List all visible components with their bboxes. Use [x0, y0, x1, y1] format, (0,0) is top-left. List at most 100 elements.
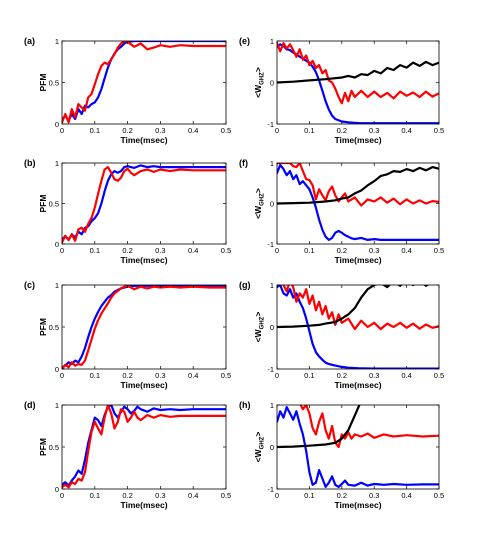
- x-tick-label: 0.4: [401, 371, 411, 380]
- y-tick-label: 1: [55, 281, 59, 290]
- panel-label: (b): [24, 158, 36, 168]
- x-tick-label: 0.3: [155, 246, 165, 255]
- y-axis-label-main: PFM: [38, 74, 48, 92]
- series-line-2: [62, 285, 226, 369]
- y-axis-label-subscript: GHZ: [260, 193, 266, 206]
- y-axis-label: PFM: [38, 318, 48, 336]
- y-axis-label: <WGHZ>: [253, 432, 266, 463]
- y-axis-label: <WGHZ>: [253, 67, 266, 98]
- x-tick-label: 0.5: [221, 126, 231, 135]
- x-axis-label: Time(msec): [120, 380, 167, 390]
- chart-panel-7: 0 0.1 0.2 0.3 0.4 0.5 0 0.5 1 Time(msec) PFM (d): [24, 400, 231, 510]
- y-tick-label: 0.5: [49, 79, 59, 88]
- x-tick-label: 0.4: [401, 491, 411, 500]
- y-tick-label: 0: [55, 365, 59, 374]
- x-axis-label: Time(msec): [120, 135, 167, 145]
- x-tick-label: 0: [60, 371, 64, 380]
- x-axis-label: Time(msec): [334, 255, 381, 265]
- y-tick-label: 1: [55, 159, 59, 168]
- panel-label: (e): [239, 36, 250, 46]
- y-tick-label: 1: [270, 401, 274, 410]
- y-axis-label: PFM: [38, 195, 48, 213]
- x-tick-label: 0: [275, 246, 279, 255]
- x-tick-label: 0.5: [434, 126, 444, 135]
- x-tick-label: 0.5: [221, 371, 231, 380]
- y-axis-label-end: >: [253, 312, 263, 317]
- chart-panel-3: 0 0.1 0.2 0.3 0.4 0.5 0 0.5 1 Time(msec) PFM (b): [24, 158, 231, 265]
- x-tick-label: 0.4: [401, 246, 411, 255]
- y-axis-label-main: <W: [253, 328, 263, 342]
- series-line-1: [62, 405, 226, 487]
- y-tick-label: 0.5: [49, 200, 59, 209]
- panel-label: (c): [24, 280, 35, 290]
- series-line-1: [277, 43, 439, 124]
- series-line-3: [277, 166, 439, 205]
- y-axis-label: <WGHZ>: [253, 312, 266, 343]
- x-tick-label: 0.5: [221, 491, 231, 500]
- x-tick-label: 0.3: [369, 371, 379, 380]
- y-axis-label: PFM: [38, 74, 48, 92]
- y-tick-label: 0: [270, 79, 274, 88]
- x-axis-label: Time(msec): [334, 500, 381, 510]
- axes-frame: [61, 40, 227, 125]
- series-line-2: [277, 285, 439, 331]
- x-tick-label: 0.1: [90, 246, 100, 255]
- y-tick-label: 0: [55, 240, 59, 249]
- y-tick-label: 1: [270, 281, 274, 290]
- y-tick-label: 0: [55, 120, 59, 129]
- x-axis-label: Time(msec): [120, 500, 167, 510]
- chart-panel-1: 0 0.1 0.2 0.3 0.4 0.5 0 0.5 1 Time(msec) PFM (a): [24, 36, 231, 145]
- x-tick-label: 0.3: [155, 371, 165, 380]
- x-tick-label: 0.3: [369, 126, 379, 135]
- x-tick-label: 0.3: [155, 491, 165, 500]
- y-axis-label-end: >: [253, 67, 263, 72]
- y-axis-label-main: PFM: [38, 195, 48, 213]
- y-axis-label-main: <W: [253, 84, 263, 98]
- series-line-2: [277, 163, 439, 207]
- x-tick-label: 0.5: [434, 371, 444, 380]
- panel-label: (g): [239, 280, 251, 290]
- x-tick-label: 0.4: [188, 371, 198, 380]
- y-tick-label: 0: [270, 200, 274, 209]
- y-tick-label: 0.5: [49, 443, 59, 452]
- series-line-1: [277, 285, 439, 369]
- panel-label: (d): [24, 400, 36, 410]
- x-tick-label: 0.2: [122, 491, 132, 500]
- series-line-1: [277, 406, 439, 488]
- x-tick-label: 0.3: [369, 491, 379, 500]
- y-axis-label-main: <W: [253, 205, 263, 219]
- y-axis-label-subscript: GHZ: [260, 316, 266, 329]
- y-tick-label: 0: [270, 443, 274, 452]
- x-tick-label: 0.1: [90, 126, 100, 135]
- x-axis-label: Time(msec): [334, 135, 381, 145]
- series-line-3: [277, 60, 439, 84]
- series-line-2: [277, 41, 439, 105]
- x-tick-label: 0.5: [434, 491, 444, 500]
- y-tick-label: 0: [270, 323, 274, 332]
- series-line-2: [62, 405, 226, 489]
- x-tick-label: 0.2: [122, 371, 132, 380]
- y-tick-label: 0: [55, 485, 59, 494]
- series-line-1: [277, 163, 439, 241]
- y-axis-label: <WGHZ>: [253, 188, 266, 219]
- panel-label: (f): [239, 158, 248, 168]
- y-axis-label-main: PFM: [38, 438, 48, 456]
- x-tick-label: 0.5: [434, 246, 444, 255]
- y-tick-label: 1: [55, 37, 59, 46]
- y-tick-label: 1: [270, 159, 274, 168]
- series-line-3: [277, 405, 361, 449]
- panel-label: (h): [239, 400, 251, 410]
- y-tick-label: 1: [270, 37, 274, 46]
- x-tick-label: 0.3: [155, 126, 165, 135]
- x-tick-label: 0.4: [188, 246, 198, 255]
- x-tick-label: 0: [60, 491, 64, 500]
- x-tick-label: 0.2: [122, 246, 132, 255]
- x-tick-label: 0: [60, 246, 64, 255]
- x-tick-label: 0.1: [304, 246, 314, 255]
- x-tick-label: 0.1: [90, 491, 100, 500]
